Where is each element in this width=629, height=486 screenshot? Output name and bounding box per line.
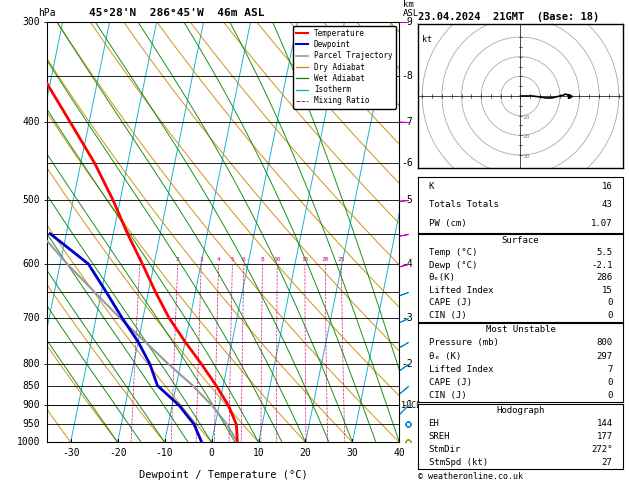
Text: 286: 286 — [596, 274, 613, 282]
Text: 2: 2 — [176, 257, 180, 262]
Text: 0: 0 — [209, 449, 214, 458]
Text: 0: 0 — [607, 378, 613, 387]
Text: 850: 850 — [23, 381, 40, 391]
Text: 25: 25 — [338, 257, 345, 262]
Text: -6: -6 — [401, 158, 413, 169]
Text: 40: 40 — [394, 449, 405, 458]
Text: 16: 16 — [602, 182, 613, 191]
Text: km
ASL: km ASL — [403, 0, 419, 17]
Text: EH: EH — [428, 419, 439, 428]
Text: 1.07: 1.07 — [591, 219, 613, 228]
Text: 0: 0 — [607, 298, 613, 308]
Text: CIN (J): CIN (J) — [428, 311, 466, 320]
Text: Temp (°C): Temp (°C) — [428, 248, 477, 258]
Text: Lifted Index: Lifted Index — [428, 286, 493, 295]
Text: SREH: SREH — [428, 432, 450, 441]
Text: 900: 900 — [23, 400, 40, 411]
Text: Surface: Surface — [502, 236, 539, 245]
Text: 700: 700 — [23, 312, 40, 323]
Text: 272°: 272° — [591, 445, 613, 454]
Text: 20: 20 — [523, 134, 530, 139]
Text: -2.1: -2.1 — [591, 261, 613, 270]
Text: 6: 6 — [242, 257, 246, 262]
Text: Dewp (°C): Dewp (°C) — [428, 261, 477, 270]
Text: -20: -20 — [109, 449, 126, 458]
Text: 15: 15 — [301, 257, 309, 262]
Text: θₑ(K): θₑ(K) — [428, 274, 455, 282]
Text: 30: 30 — [347, 449, 359, 458]
Text: θₑ (K): θₑ (K) — [428, 352, 461, 361]
Text: 144: 144 — [596, 419, 613, 428]
Text: Totals Totals: Totals Totals — [428, 200, 498, 209]
Text: 0: 0 — [607, 391, 613, 400]
Legend: Temperature, Dewpoint, Parcel Trajectory, Dry Adiabat, Wet Adiabat, Isotherm, Mi: Temperature, Dewpoint, Parcel Trajectory… — [293, 26, 396, 108]
Text: -1: -1 — [401, 400, 413, 411]
Text: 800: 800 — [596, 338, 613, 347]
Text: CAPE (J): CAPE (J) — [428, 378, 472, 387]
Text: Hodograph: Hodograph — [496, 406, 545, 415]
Text: 10: 10 — [523, 115, 530, 120]
Text: 300: 300 — [23, 17, 40, 27]
Text: -3: -3 — [401, 312, 413, 323]
Text: -2: -2 — [401, 359, 413, 369]
Text: -4: -4 — [401, 259, 413, 269]
Text: 177: 177 — [596, 432, 613, 441]
Text: 23.04.2024  21GMT  (Base: 18): 23.04.2024 21GMT (Base: 18) — [418, 12, 599, 22]
Text: 600: 600 — [23, 259, 40, 269]
Text: 30: 30 — [523, 154, 530, 159]
Text: 950: 950 — [23, 419, 40, 429]
Text: Mixing Ratio  (g/kg): Mixing Ratio (g/kg) — [433, 178, 443, 286]
Text: 297: 297 — [596, 352, 613, 361]
Text: -5: -5 — [401, 195, 413, 205]
Text: 1000: 1000 — [16, 437, 40, 447]
Text: 45°28'N  286°45'W  46m ASL: 45°28'N 286°45'W 46m ASL — [89, 8, 265, 17]
Text: -30: -30 — [62, 449, 79, 458]
Text: 5.5: 5.5 — [596, 248, 613, 258]
Text: PW (cm): PW (cm) — [428, 219, 466, 228]
Text: 5: 5 — [231, 257, 235, 262]
Text: -10: -10 — [156, 449, 174, 458]
Text: Lifted Index: Lifted Index — [428, 365, 493, 374]
Text: 20: 20 — [321, 257, 329, 262]
Text: -9: -9 — [401, 17, 413, 27]
Text: 400: 400 — [23, 117, 40, 127]
Text: © weatheronline.co.uk: © weatheronline.co.uk — [418, 472, 523, 481]
Text: Pressure (mb): Pressure (mb) — [428, 338, 498, 347]
Text: hPa: hPa — [38, 8, 56, 17]
Text: 15: 15 — [602, 286, 613, 295]
Text: 4: 4 — [217, 257, 221, 262]
Text: -8: -8 — [401, 70, 413, 81]
Text: 1LCL: 1LCL — [401, 401, 421, 410]
Text: 20: 20 — [299, 449, 311, 458]
Text: 800: 800 — [23, 359, 40, 369]
Text: 10: 10 — [253, 449, 264, 458]
Text: 8: 8 — [260, 257, 264, 262]
Text: 1: 1 — [138, 257, 142, 262]
Text: 0: 0 — [607, 311, 613, 320]
Text: K: K — [428, 182, 434, 191]
Text: 500: 500 — [23, 195, 40, 205]
Text: 27: 27 — [602, 458, 613, 468]
Text: StmSpd (kt): StmSpd (kt) — [428, 458, 487, 468]
Text: -7: -7 — [401, 117, 413, 127]
Text: CAPE (J): CAPE (J) — [428, 298, 472, 308]
Text: Dewpoint / Temperature (°C): Dewpoint / Temperature (°C) — [139, 469, 308, 480]
Text: StmDir: StmDir — [428, 445, 461, 454]
Text: 10: 10 — [274, 257, 281, 262]
Text: 3: 3 — [199, 257, 203, 262]
Text: 7: 7 — [607, 365, 613, 374]
Text: kt: kt — [422, 35, 432, 44]
Text: CIN (J): CIN (J) — [428, 391, 466, 400]
Text: 43: 43 — [602, 200, 613, 209]
Text: Most Unstable: Most Unstable — [486, 325, 555, 334]
